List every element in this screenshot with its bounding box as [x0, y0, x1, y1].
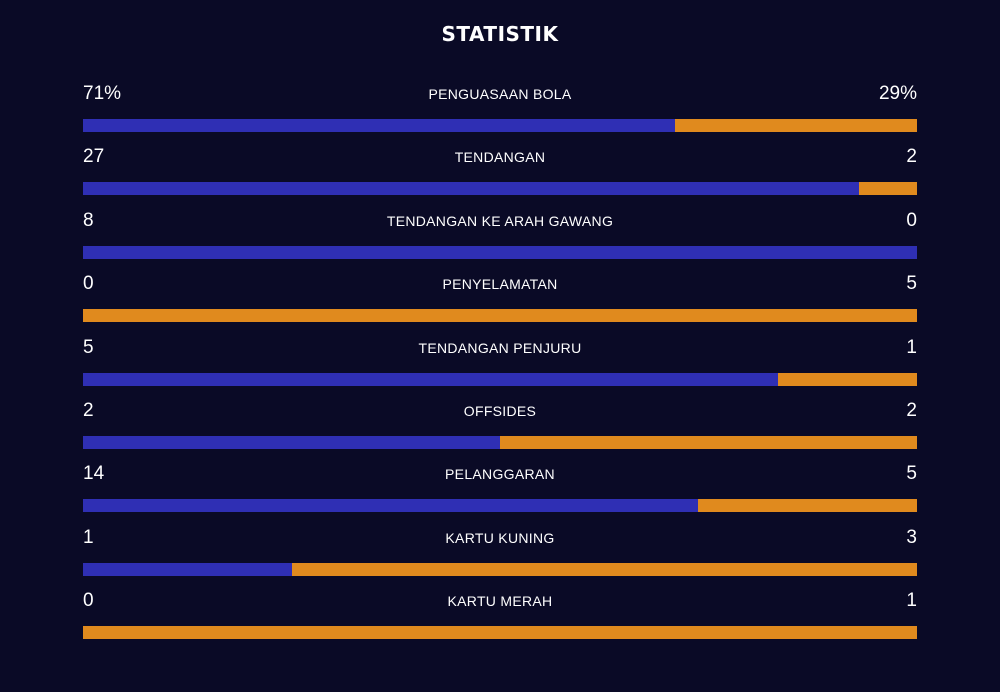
- stat-label: KARTU KUNING: [445, 529, 555, 546]
- comparison-bar: [83, 499, 917, 513]
- stat-label: OFFSIDES: [463, 402, 537, 419]
- stat-row-fouls: 14 PELANGGARAN 5: [83, 460, 917, 523]
- comparison-bar: [83, 245, 917, 259]
- home-value: 8: [83, 209, 94, 231]
- away-value: 5: [906, 463, 917, 485]
- home-bar-segment: [83, 562, 292, 576]
- stat-label: PENGUASAAN BOLA: [428, 86, 572, 102]
- away-bar-segment: [697, 499, 917, 513]
- home-value: 14: [83, 463, 105, 485]
- stat-label: TENDANGAN: [454, 149, 546, 166]
- comparison-bar: [83, 372, 917, 386]
- home-value: 71%: [83, 83, 122, 104]
- away-bar-segment: [291, 562, 917, 576]
- home-value: 1: [83, 526, 94, 548]
- comparison-bar: [83, 119, 917, 132]
- stat-row-yellow-cards: 1 KARTU KUNING 3: [83, 524, 917, 587]
- home-value: 0: [83, 590, 94, 612]
- stat-row-shots: 27 TENDANGAN 2: [83, 143, 917, 206]
- home-value: 0: [83, 273, 94, 295]
- away-bar-segment: [500, 435, 917, 449]
- away-bar-segment: [675, 119, 917, 132]
- comparison-bar: [83, 562, 917, 576]
- away-bar-segment: [859, 182, 917, 196]
- stat-row-red-cards: 0 KARTU MERAH 1: [83, 587, 917, 650]
- stat-row-shots-on-target: 8 TENDANGAN KE ARAH GAWANG 0: [83, 207, 917, 270]
- stat-label: TENDANGAN PENJURU: [418, 339, 582, 356]
- stat-label: PENYELAMATAN: [442, 276, 558, 293]
- comparison-bar: [83, 626, 917, 640]
- away-bar-segment: [83, 626, 917, 640]
- away-value: 1: [906, 590, 917, 612]
- home-bar-segment: [83, 499, 698, 513]
- stat-label: KARTU MERAH: [447, 593, 553, 610]
- stat-label: PELANGGARAN: [445, 466, 555, 483]
- stat-row-offsides: 2 OFFSIDES 2: [83, 397, 917, 460]
- home-bar-segment: [83, 372, 778, 386]
- comparison-bar: [83, 182, 917, 196]
- stats-list: 71% PENGUASAAN BOLA 29% 27 TENDANGAN 2 8…: [83, 80, 917, 651]
- home-bar-segment: [83, 119, 676, 132]
- away-value: 0: [906, 209, 917, 231]
- away-value: 2: [906, 399, 917, 421]
- away-value: 1: [906, 336, 917, 358]
- page-title: STATISTIK: [441, 22, 559, 46]
- away-value: 3: [906, 526, 917, 548]
- away-value: 2: [906, 146, 917, 168]
- home-bar-segment: [83, 435, 500, 449]
- away-value: 29%: [878, 83, 917, 104]
- stat-row-saves: 0 PENYELAMATAN 5: [83, 270, 917, 333]
- home-bar-segment: [83, 182, 860, 196]
- stat-row-possession: 71% PENGUASAAN BOLA 29%: [83, 80, 917, 143]
- home-value: 5: [83, 336, 94, 358]
- away-value: 5: [906, 273, 917, 295]
- stat-label: TENDANGAN KE ARAH GAWANG: [386, 212, 614, 229]
- stat-row-corners: 5 TENDANGAN PENJURU 1: [83, 334, 917, 397]
- comparison-bar: [83, 435, 917, 449]
- away-bar-segment: [83, 309, 917, 323]
- home-value: 27: [83, 146, 105, 168]
- away-bar-segment: [778, 372, 917, 386]
- home-bar-segment: [83, 245, 917, 259]
- comparison-bar: [83, 309, 917, 323]
- home-value: 2: [83, 399, 94, 421]
